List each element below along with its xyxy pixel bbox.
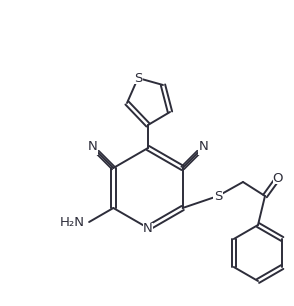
FancyBboxPatch shape <box>133 73 143 84</box>
FancyBboxPatch shape <box>273 173 283 184</box>
Text: O: O <box>273 171 283 185</box>
Text: S: S <box>214 189 222 203</box>
FancyBboxPatch shape <box>143 223 153 233</box>
Text: N: N <box>199 140 209 153</box>
Text: N: N <box>143 222 153 234</box>
FancyBboxPatch shape <box>213 191 223 201</box>
Text: H₂N: H₂N <box>60 215 85 229</box>
Text: N: N <box>87 140 97 153</box>
Text: S: S <box>134 72 142 84</box>
